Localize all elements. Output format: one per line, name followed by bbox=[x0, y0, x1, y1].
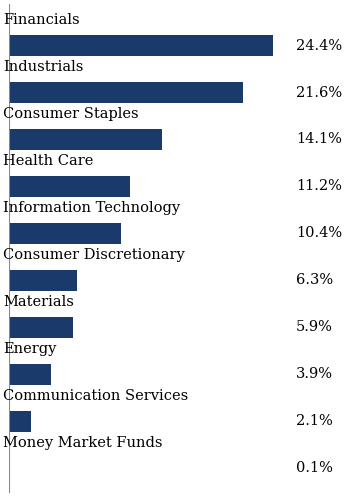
Bar bbox=[9, 317, 73, 338]
Text: 5.9%: 5.9% bbox=[296, 321, 333, 334]
Text: Industrials: Industrials bbox=[3, 60, 84, 74]
Bar bbox=[9, 35, 273, 56]
Text: Financials: Financials bbox=[3, 13, 80, 27]
Bar bbox=[9, 129, 162, 150]
Text: Energy: Energy bbox=[3, 341, 57, 356]
Text: 14.1%: 14.1% bbox=[296, 133, 342, 147]
Bar bbox=[9, 176, 130, 197]
Text: 10.4%: 10.4% bbox=[296, 227, 342, 241]
Bar bbox=[9, 223, 121, 244]
Text: Money Market Funds: Money Market Funds bbox=[3, 435, 163, 450]
Text: Materials: Materials bbox=[3, 295, 74, 309]
Text: Communication Services: Communication Services bbox=[3, 389, 188, 403]
Text: 11.2%: 11.2% bbox=[296, 179, 342, 193]
Text: 2.1%: 2.1% bbox=[296, 414, 333, 428]
Text: 0.1%: 0.1% bbox=[296, 461, 333, 476]
Bar bbox=[9, 82, 243, 103]
Bar bbox=[9, 458, 10, 479]
Text: 3.9%: 3.9% bbox=[296, 367, 333, 381]
Text: 21.6%: 21.6% bbox=[296, 85, 342, 99]
Bar bbox=[9, 364, 51, 385]
Text: Information Technology: Information Technology bbox=[3, 201, 180, 215]
Bar bbox=[9, 411, 31, 432]
Text: 6.3%: 6.3% bbox=[296, 273, 333, 287]
Text: 24.4%: 24.4% bbox=[296, 38, 342, 53]
Text: Health Care: Health Care bbox=[3, 154, 94, 167]
Text: Consumer Discretionary: Consumer Discretionary bbox=[3, 248, 185, 261]
Text: Consumer Staples: Consumer Staples bbox=[3, 107, 139, 121]
Bar bbox=[9, 270, 77, 291]
